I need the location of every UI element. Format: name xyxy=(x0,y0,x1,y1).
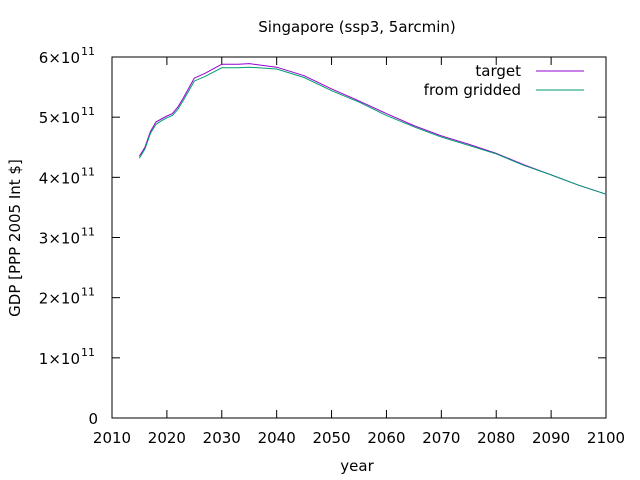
y-axis-label: GDP [PPP 2005 Int $] xyxy=(6,159,24,317)
y-tick-exponent: 11 xyxy=(81,165,95,178)
x-tick-label: 2100 xyxy=(587,429,625,447)
x-tick-label: 2090 xyxy=(532,429,570,447)
x-tick-label: 2070 xyxy=(422,429,460,447)
x-tick-label: 2040 xyxy=(258,429,296,447)
x-tick-label: 2030 xyxy=(203,429,241,447)
y-tick-label: 2×10 xyxy=(39,290,80,308)
x-tick-label: 2050 xyxy=(312,429,350,447)
series-line-target xyxy=(138,63,607,195)
y-tick-label: 4×10 xyxy=(39,169,80,187)
chart-title: Singapore (ssp3, 5arcmin) xyxy=(258,18,455,36)
y-tick-exponent: 11 xyxy=(81,346,95,359)
x-axis-label: year xyxy=(340,457,374,475)
series-line-from-gridded xyxy=(138,66,607,195)
x-tick-label: 2010 xyxy=(93,429,131,447)
legend-label: target xyxy=(475,62,521,80)
series-lines xyxy=(138,63,607,195)
plot-frame xyxy=(111,56,607,419)
y-tick-exponent: 11 xyxy=(81,226,95,239)
y-tick-exponent: 11 xyxy=(81,45,95,58)
y-tick-label: 0 xyxy=(88,410,98,428)
y-tick-exponent: 11 xyxy=(81,105,95,118)
legend-label: from gridded xyxy=(424,81,521,99)
y-tick-label: 6×10 xyxy=(39,49,80,67)
x-tick-label: 2060 xyxy=(367,429,405,447)
x-tick-label: 2020 xyxy=(148,429,186,447)
y-tick-exponent: 11 xyxy=(81,286,95,299)
y-axis: 01×10 112×10 113×10 114×10 115×10 116×10 11 xyxy=(39,45,606,428)
y-tick-label: 1×10 xyxy=(39,350,80,368)
x-tick-label: 2080 xyxy=(477,429,515,447)
y-tick-label: 3×10 xyxy=(39,230,80,248)
x-axis: 2010 2020 2030 2040 2050 2060 2070 2080 2090 2100 xyxy=(93,57,625,447)
y-tick-label: 5×10 xyxy=(39,109,80,127)
plot-border xyxy=(111,56,607,419)
